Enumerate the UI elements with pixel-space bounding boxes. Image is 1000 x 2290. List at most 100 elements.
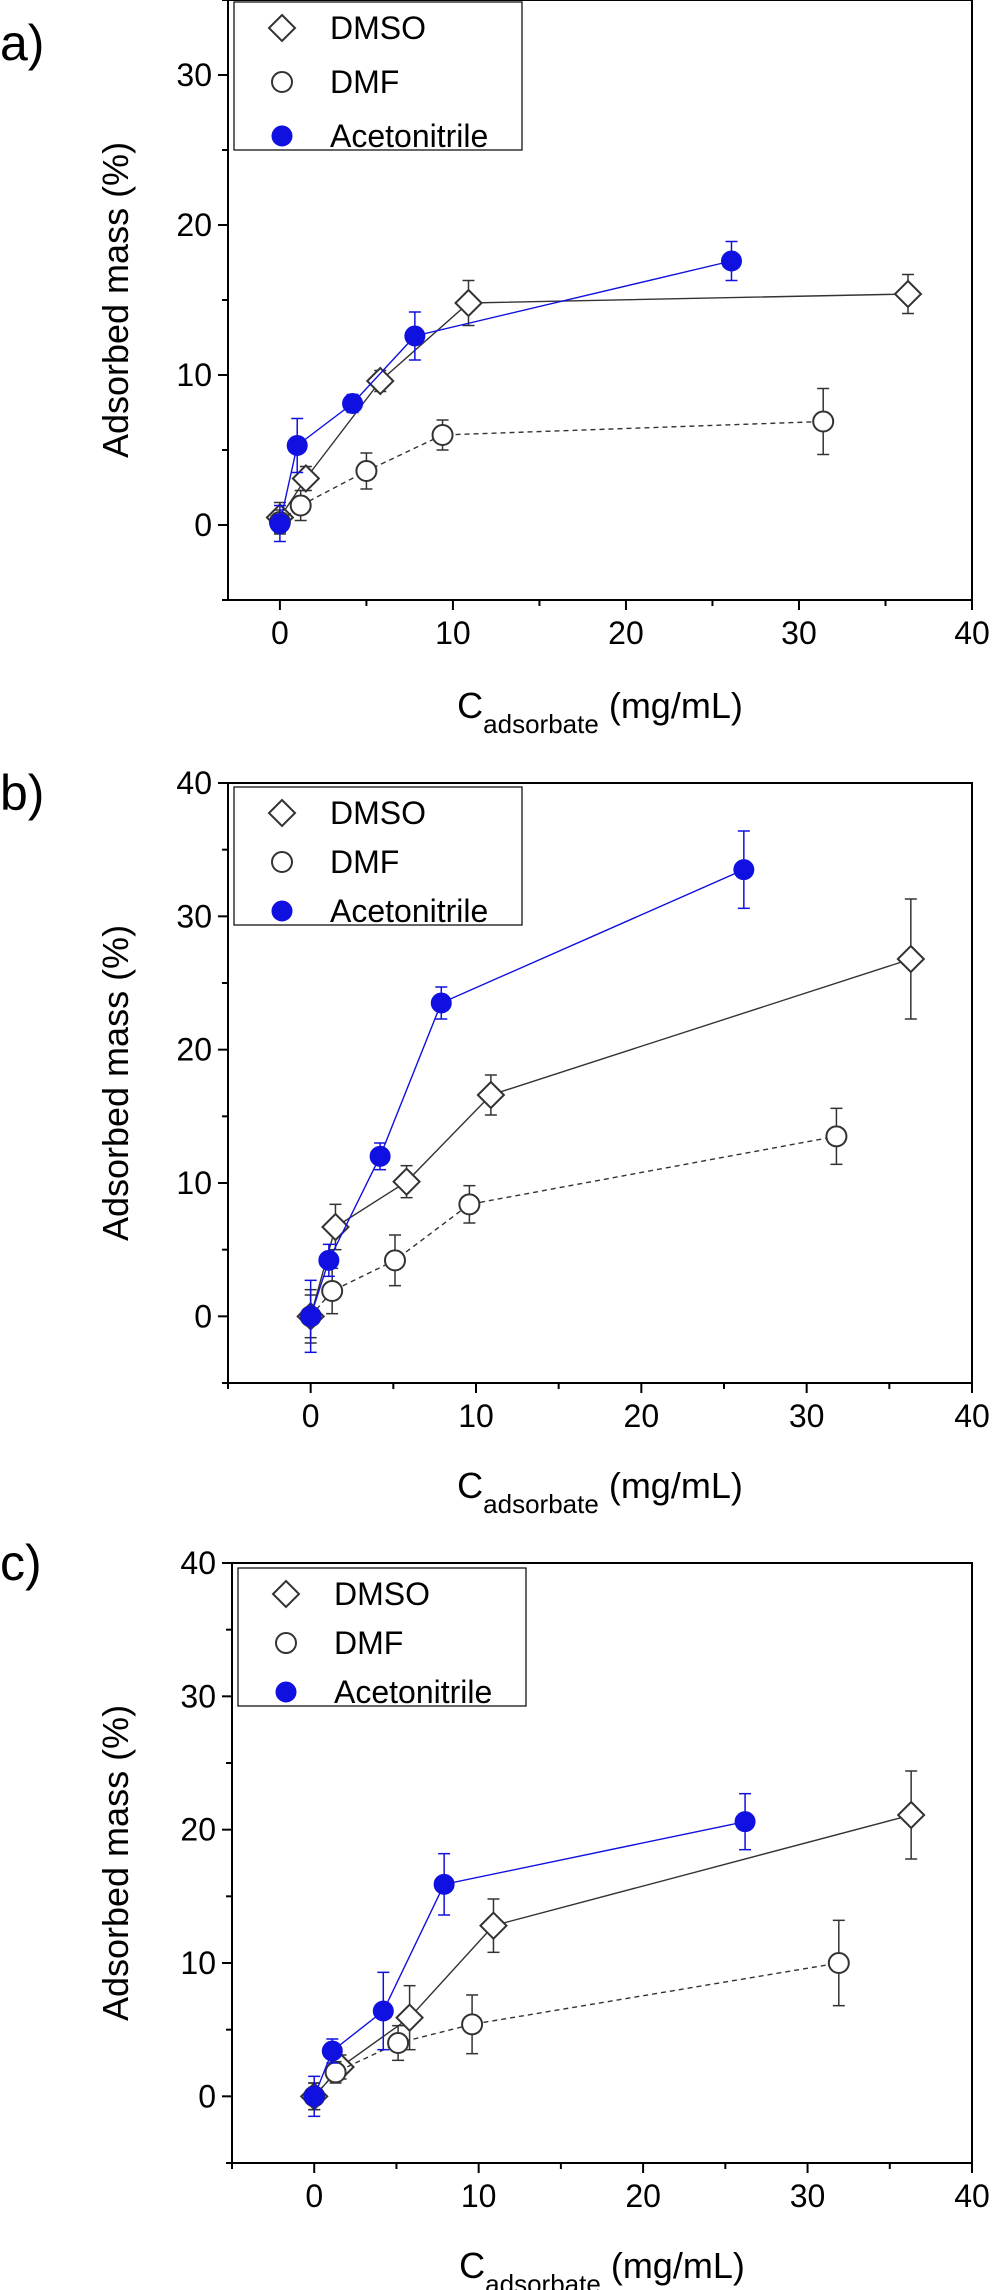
legend: DMSO DMF Acetonitrile: [233, 1, 523, 154]
x-axis-title-main: C: [459, 2245, 485, 2286]
series-acetonitrile: [300, 830, 755, 1354]
y-tick-label: 10: [176, 357, 212, 393]
y-tick-label: 40: [180, 1545, 216, 1581]
panel-c: c) 0 10 20 30 40 0 10 20 30 40 Adsorbed mass (%) Cad…: [0, 1535, 990, 2290]
panel-a: a) 0 10 20 30 40 0 10 20 30 Adsorbed mass (%) Cadso…: [0, 0, 990, 739]
series-line: [313, 1814, 912, 2097]
data-point: [303, 2085, 325, 2107]
data-point: [395, 2003, 425, 2033]
legend-marker: [267, 13, 297, 43]
plot-frame: [231, 1562, 973, 2164]
x-axis-title-subscript: adsorbate: [483, 709, 599, 739]
series-line: [310, 1135, 837, 1317]
data-point: [430, 992, 452, 1014]
x-tick-label: 40: [954, 615, 990, 651]
series-line: [279, 293, 908, 518]
x-tick-label: 0: [305, 2178, 323, 2214]
x-tick-label: 10: [461, 2178, 497, 2214]
legend-marker: [275, 1632, 297, 1654]
legend-label: Acetonitrile: [334, 1674, 492, 1710]
y-tick-label: 10: [176, 1165, 212, 1201]
data-point: [896, 1800, 926, 1830]
data-point: [404, 325, 426, 347]
legend-marker: [271, 71, 293, 93]
data-point: [369, 1145, 391, 1167]
x-axis-title: Cadsorbate (mg/mL): [459, 2245, 745, 2290]
data-point: [324, 2061, 347, 2084]
series-acetonitrile: [303, 1792, 756, 2118]
data-point: [720, 250, 742, 272]
data-point: [372, 2000, 394, 2022]
legend-label: DMSO: [330, 795, 426, 831]
y-tick-label: 40: [176, 765, 212, 801]
y-tick-label: 20: [180, 1812, 216, 1848]
y-axis-title: Adsorbed mass (%): [95, 1705, 136, 2021]
data-point: [387, 2032, 410, 2054]
data-point: [896, 944, 926, 974]
data-point: [431, 424, 454, 446]
data-point: [476, 1080, 506, 1110]
panel-label: b): [0, 765, 44, 821]
data-point: [812, 410, 835, 433]
x-axis-title-units: (mg/mL): [599, 685, 743, 726]
legend-label: Acetonitrile: [330, 118, 488, 154]
x-tick-label: 20: [624, 1398, 660, 1434]
x-tick-label: 40: [954, 1398, 990, 1434]
legend: DMSO DMF Acetonitrile: [233, 786, 523, 929]
y-axis-title: Adsorbed mass (%): [95, 142, 136, 458]
series-line: [279, 260, 732, 524]
legend-marker: [275, 1681, 297, 1703]
data-point: [365, 366, 395, 396]
x-tick-label: 30: [781, 615, 817, 651]
data-point: [289, 494, 312, 517]
legend-marker: [271, 125, 293, 147]
data-point: [433, 1873, 455, 1895]
data-point: [300, 1305, 322, 1327]
data-point: [321, 1280, 344, 1302]
legend-label: Acetonitrile: [330, 893, 488, 929]
x-tick-label: 10: [435, 615, 471, 651]
data-point: [734, 1811, 756, 1833]
series-dmso: [299, 1770, 926, 2111]
data-point: [383, 1249, 406, 1272]
x-axis-title-units: (mg/mL): [601, 2245, 745, 2286]
x-axis-title-main: C: [457, 685, 483, 726]
x-tick-label: 0: [271, 615, 289, 651]
y-tick-label: 0: [194, 1298, 212, 1334]
data-point: [733, 859, 755, 881]
data-point: [827, 1952, 850, 1974]
x-axis-title-subscript: adsorbate: [483, 1489, 599, 1519]
y-tick-label: 10: [180, 1945, 216, 1981]
legend-marker: [267, 798, 297, 828]
data-point: [454, 288, 483, 318]
y-tick-label: 20: [176, 207, 212, 243]
data-point: [893, 279, 923, 309]
data-point: [355, 460, 378, 482]
panel-label: a): [0, 15, 44, 71]
data-point: [318, 1249, 340, 1271]
legend-marker: [271, 900, 293, 922]
legend-label: DMSO: [334, 1576, 430, 1612]
x-axis-title-units: (mg/mL): [599, 1465, 743, 1506]
legend-marker: [271, 1579, 301, 1609]
x-axis-title-main: C: [457, 1465, 483, 1506]
y-axis-title: Adsorbed mass (%): [95, 925, 136, 1241]
legend-label: DMF: [330, 64, 399, 100]
x-tick-label: 20: [608, 615, 644, 651]
panel-label: c): [0, 1535, 42, 1591]
series-dmso: [296, 898, 926, 1344]
x-tick-label: 30: [789, 1398, 825, 1434]
legend: DMSO DMF Acetonitrile: [237, 1567, 527, 1710]
x-tick-label: 40: [954, 2178, 990, 2214]
data-point: [269, 513, 291, 534]
legend-marker: [271, 851, 293, 873]
y-tick-label: 20: [176, 1032, 212, 1068]
y-tick-label: 30: [180, 1678, 216, 1714]
series-line: [313, 1820, 746, 2097]
x-axis-title: Cadsorbate (mg/mL): [457, 685, 743, 739]
panel-b: b) 0 10 20 30 40 0 10 20 30 40 Adsorbed mass (%) Cad…: [0, 765, 990, 1519]
y-tick-label: 30: [176, 898, 212, 934]
x-tick-label: 30: [790, 2178, 826, 2214]
plot-frame: [227, 782, 973, 1384]
